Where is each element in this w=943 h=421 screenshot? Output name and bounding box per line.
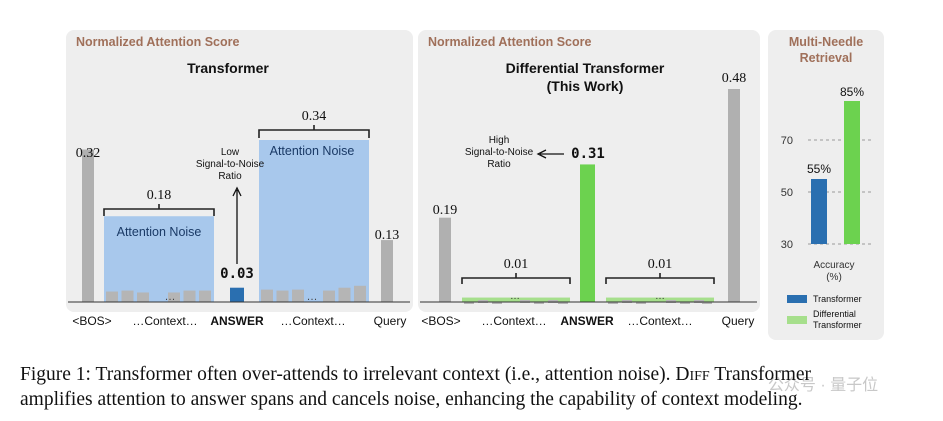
panel2-noise-block-left [462, 297, 570, 302]
caption-line1-smallcaps: Diff [675, 364, 710, 385]
panel3-ytick: 70 [781, 135, 793, 147]
panel2-context-bar [608, 302, 618, 304]
panel2-value-bos: 0.19 [433, 203, 458, 218]
panel2-context-bar [680, 302, 690, 304]
panel1-value-context-right: 0.34 [302, 109, 327, 124]
panel2-cat-context-right: …Context… [627, 314, 692, 328]
panel1-noise-block-right [259, 140, 369, 302]
panel1-cat-query: Query [374, 314, 407, 328]
panel1-ellipsis-left: … [165, 291, 176, 303]
panel1-bar-answer [230, 287, 244, 302]
panel1-context-bar [354, 285, 366, 302]
panel3-title-line2: Retrieval [800, 51, 853, 65]
panel1-cat-bos: <BOS> [72, 314, 111, 328]
panel2-brace-right [605, 273, 715, 284]
panel1-context-bar [183, 290, 196, 302]
panel2-value-context-right: 0.01 [648, 257, 673, 272]
panel1-annotation-line2: Signal-to-Noise [196, 159, 265, 170]
panel3-value-transformer: 55% [807, 162, 831, 176]
panel2-context-bar [534, 302, 544, 304]
panel1-context-bar [276, 290, 289, 302]
panel3-ylabel-line1: Accuracy [813, 260, 854, 271]
panel1-bar-bos [82, 149, 94, 302]
panel1-label: Normalized Attention Score [76, 35, 239, 49]
panel1-context-bar [168, 292, 180, 302]
panel2-ellipsis-right: … [655, 291, 665, 302]
panel2-noise-block-right [606, 297, 714, 302]
panel3-ylabel-line2: (%) [826, 272, 842, 283]
panel2-ellipsis-left: … [510, 291, 520, 302]
legend-label-transformer: Transformer [813, 294, 862, 304]
legend-label-diff-line2: Transformer [813, 320, 862, 330]
figure-caption: Figure 1: Transformer often over-attends… [20, 362, 935, 412]
panel3-bar-diff [844, 101, 860, 244]
panel2-bar-query [728, 89, 740, 302]
panel3-ytick: 30 [781, 239, 793, 251]
panel1-brace-left [103, 204, 215, 216]
panel1-noise-label-left: Attention Noise [117, 225, 202, 239]
panel2-annotation-line1: High [489, 135, 510, 146]
watermark: 公众号 · 量子位 [768, 376, 878, 394]
panel1-annotation-line3: Ratio [218, 171, 242, 182]
panel2-value-answer: 0.31 [571, 146, 605, 162]
panel1-annotation-line1: Low [221, 147, 240, 158]
panel3-value-diff: 85% [840, 85, 864, 99]
panel1-cat-context-right: …Context… [280, 314, 345, 328]
panel2-cat-answer: ANSWER [560, 314, 614, 328]
panel2-brace-left [461, 273, 571, 284]
panel1-annotation-arrow [232, 186, 242, 264]
panel1-title: Transformer [187, 60, 269, 76]
panel2-context-bar [636, 302, 646, 304]
panel2-title-line1: Differential Transformer [506, 60, 665, 76]
panel2-value-query: 0.48 [722, 71, 747, 86]
panel2-context-bar [702, 302, 712, 304]
panel2-cat-context-left: …Context… [481, 314, 546, 328]
panel2-title-line2: (This Work) [547, 78, 624, 94]
panel1-context-bar [261, 289, 273, 302]
panel2-context-bar [464, 302, 474, 304]
panel1-context-bar [106, 291, 118, 302]
panel2-annotation-line3: Ratio [487, 159, 511, 170]
caption-line1-a: Figure 1: Transformer often over-attends… [20, 364, 676, 385]
panel2-context-bar [558, 302, 568, 304]
panel1-value-context-left: 0.18 [147, 188, 172, 203]
panel2-annotation-arrow [536, 149, 564, 159]
panel3-bar-transformer [811, 179, 827, 244]
panel1-context-bar [323, 290, 335, 302]
panel2-label: Normalized Attention Score [428, 35, 591, 49]
panel1-brace-right [258, 125, 370, 138]
panel1-ellipsis-right: … [307, 291, 318, 303]
caption-line2: amplifies attention to answer spans and … [20, 389, 803, 410]
panel2-context-bar [492, 302, 502, 304]
panel1-context-bar [338, 287, 351, 302]
panel2-cat-query: Query [722, 314, 755, 328]
panel1-context-bar [121, 290, 134, 302]
panel1-context-bar [199, 290, 211, 302]
panel1-noise-label-right: Attention Noise [270, 144, 355, 158]
panel1-bar-query [381, 240, 393, 302]
panel2-annotation-line2: Signal-to-Noise [465, 147, 534, 158]
panel1-noise-block-left [104, 216, 214, 302]
caption-line1-b: Transformer [709, 364, 812, 385]
legend-label-diff-line1: Differential [813, 309, 856, 319]
panel2-bar-bos [439, 217, 451, 302]
panel3-ytick: 50 [781, 187, 793, 199]
panel2-cat-bos: <BOS> [421, 314, 460, 328]
panel1-cat-answer: ANSWER [210, 314, 264, 328]
panel1-cat-context-left: …Context… [132, 314, 197, 328]
panel3-title-line1: Multi-Needle [789, 35, 863, 49]
panel1-value-bos: 0.32 [76, 146, 101, 161]
panel1-value-query: 0.13 [375, 228, 400, 243]
panel1-context-bar [137, 292, 149, 302]
legend-swatch-transformer [787, 295, 807, 303]
panel1-value-answer: 0.03 [220, 266, 254, 282]
panel2-bar-answer [580, 164, 595, 302]
legend-swatch-diff [787, 316, 807, 324]
panel2-value-context-left: 0.01 [504, 257, 529, 272]
panel1-context-bar [292, 289, 304, 302]
